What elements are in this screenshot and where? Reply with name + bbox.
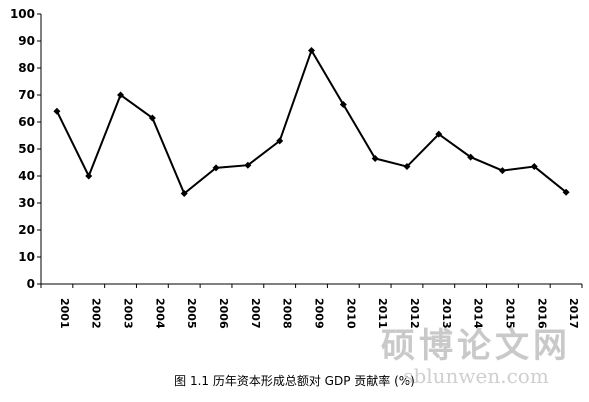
data-point — [530, 163, 538, 171]
x-tick-label: 2001 — [58, 298, 71, 329]
data-point — [276, 137, 284, 145]
data-point — [371, 154, 379, 162]
data-point — [117, 91, 125, 99]
x-tick-label: 2016 — [535, 298, 548, 329]
y-tick-label: 20 — [18, 223, 35, 237]
x-tick-label: 2008 — [281, 298, 294, 329]
x-tick-label: 2005 — [185, 298, 198, 329]
x-tick-label: 2003 — [122, 298, 135, 329]
figure-caption: 图 1.1 历年资本形成总额对 GDP 贡献率 (%) — [174, 374, 415, 388]
data-point — [85, 172, 93, 180]
series-line — [56, 48, 567, 196]
x-tick-label: 2017 — [567, 298, 580, 329]
x-tick-label: 2014 — [472, 298, 485, 329]
x-tick-label: 2013 — [440, 298, 453, 329]
x-tick-label: 2006 — [217, 298, 230, 329]
x-tick-label: 2004 — [153, 298, 166, 329]
x-tick-label: 2012 — [408, 298, 421, 329]
y-tick-label: 0 — [27, 277, 35, 291]
y-tick-label: 30 — [18, 196, 35, 210]
data-point — [498, 167, 506, 175]
y-tick-label: 80 — [18, 61, 35, 75]
x-tick-label: 2007 — [249, 298, 262, 329]
data-point — [180, 190, 188, 198]
x-tick-label: 2009 — [313, 298, 326, 329]
y-tick-label: 50 — [18, 142, 35, 156]
y-tick-label: 10 — [18, 250, 35, 264]
y-tick-label: 70 — [18, 88, 35, 102]
y-tick-label: 60 — [18, 115, 35, 129]
series-group — [53, 46, 570, 198]
x-tick-label: 2011 — [376, 298, 389, 329]
x-axis-ticks: 2001 2002 2003 2004 2005 2006 2007 2008 2009 2010… — [40, 284, 583, 329]
data-point — [562, 188, 570, 196]
x-tick-label: 2010 — [344, 298, 357, 329]
y-axis-ticks: 0 10 20 30 40 50 60 70 80 90 100 — [10, 7, 41, 291]
y-tick-label: 100 — [10, 7, 35, 21]
data-point — [435, 130, 443, 138]
data-point — [212, 164, 220, 172]
data-point — [467, 153, 475, 161]
data-point — [308, 46, 315, 54]
y-tick-label: 40 — [18, 169, 35, 183]
y-tick-label: 90 — [18, 34, 35, 48]
data-point — [244, 161, 252, 169]
data-point — [148, 114, 156, 122]
data-point — [403, 163, 411, 171]
x-tick-label: 2015 — [503, 298, 516, 329]
data-point — [339, 100, 347, 108]
x-tick-label: 2002 — [90, 298, 103, 329]
chart-axes — [40, 14, 582, 285]
data-point — [53, 107, 61, 115]
